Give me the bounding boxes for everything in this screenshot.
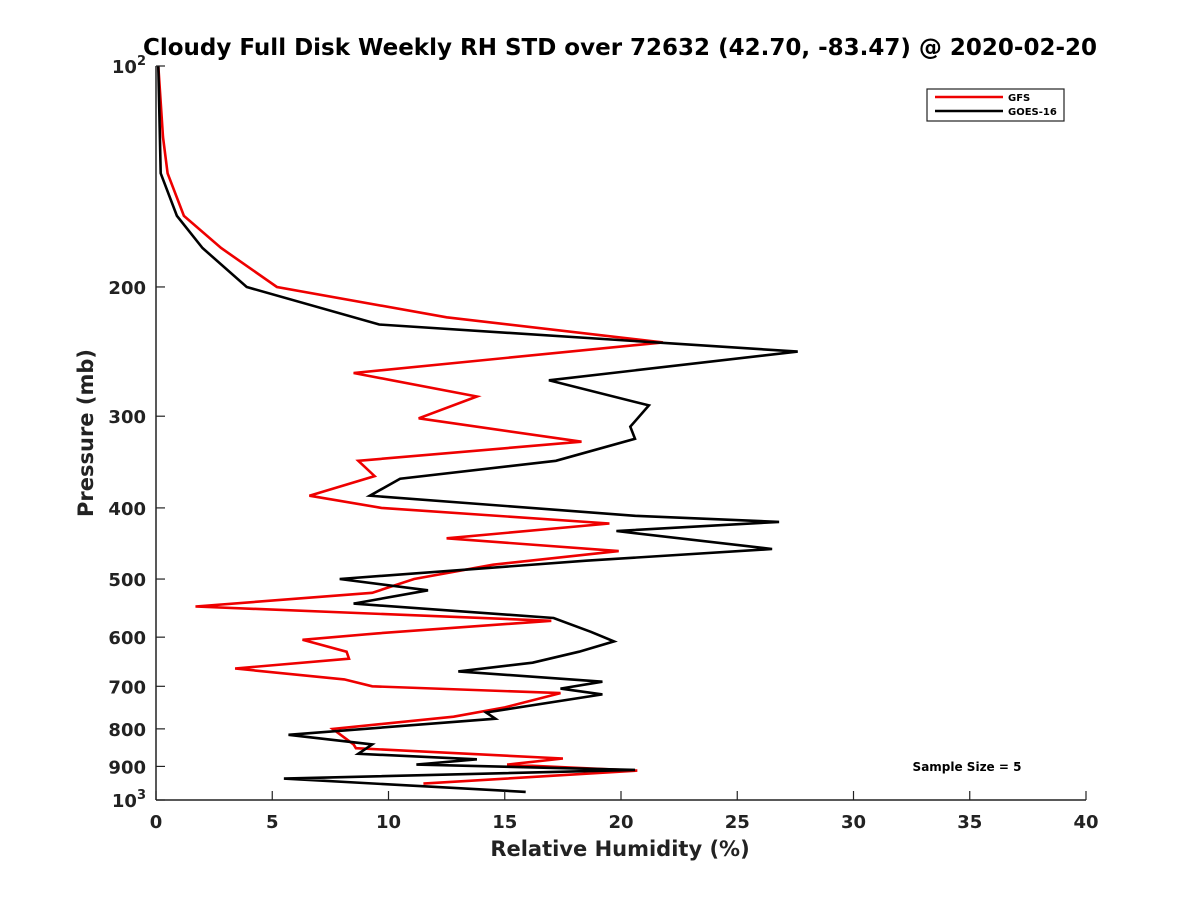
y-tick-label: 600 bbox=[108, 628, 146, 649]
y-tick-label: 800 bbox=[108, 720, 146, 741]
y-axis-ticks: 102 200 300 400 500 600 700 800 900 103 bbox=[108, 54, 165, 812]
y-tick-label: 103 bbox=[112, 788, 146, 812]
y-tick-label: 102 bbox=[112, 54, 146, 78]
x-tick-label: 40 bbox=[1073, 812, 1098, 833]
x-tick-label: 25 bbox=[725, 812, 750, 833]
y-tick-label: 900 bbox=[108, 757, 146, 778]
sample-size-annotation: Sample Size = 5 bbox=[913, 760, 1022, 774]
x-tick-label: 30 bbox=[841, 812, 866, 833]
legend-label-gfs: GFS bbox=[1008, 93, 1030, 104]
legend-label-goes16: GOES-16 bbox=[1008, 107, 1057, 118]
x-tick-label: 10 bbox=[376, 812, 401, 833]
y-tick-label: 700 bbox=[108, 677, 146, 698]
chart-title: Cloudy Full Disk Weekly RH STD over 7263… bbox=[143, 35, 1097, 61]
y-tick-label: 400 bbox=[108, 499, 146, 520]
y-tick-label: 500 bbox=[108, 570, 146, 591]
legend-box bbox=[926, 88, 1065, 122]
series-line-gfs bbox=[157, 65, 664, 785]
x-axis-ticks: 0 5 10 15 20 25 30 35 40 bbox=[150, 791, 1099, 833]
series-layer bbox=[157, 65, 798, 794]
x-tick-label: 35 bbox=[957, 812, 982, 833]
x-axis-label: Relative Humidity (%) bbox=[490, 837, 749, 861]
x-tick-label: 15 bbox=[492, 812, 517, 833]
x-tick-label: 20 bbox=[608, 812, 633, 833]
legend: GFS GOES-16 bbox=[926, 88, 1065, 122]
y-axis-label: Pressure (mb) bbox=[74, 349, 98, 517]
y-tick-label: 300 bbox=[108, 407, 146, 428]
y-tick-label: 200 bbox=[108, 278, 146, 299]
series-line-goes16 bbox=[157, 65, 798, 794]
x-tick-label: 5 bbox=[266, 812, 279, 833]
x-tick-label: 0 bbox=[150, 812, 163, 833]
